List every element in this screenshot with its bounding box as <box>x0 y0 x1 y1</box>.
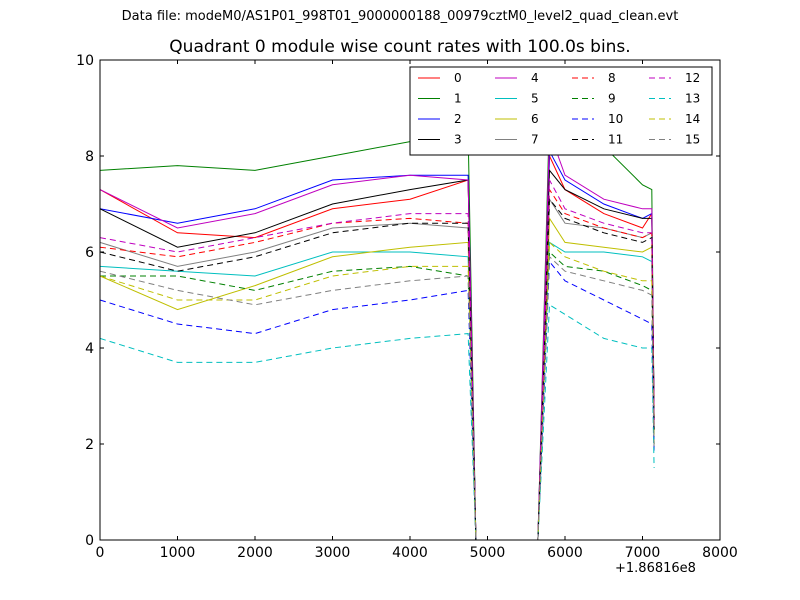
legend-label-1: 1 <box>454 92 462 106</box>
y-tick-label: 0 <box>85 533 94 549</box>
legend-label-10: 10 <box>608 112 623 126</box>
legend-label-15: 15 <box>685 133 700 147</box>
series-line-7 <box>99 197 655 541</box>
x-tick-label: 1000 <box>160 545 196 561</box>
series-line-5 <box>99 241 655 541</box>
series-line-8 <box>99 187 655 541</box>
legend-label-3: 3 <box>454 133 462 147</box>
legend-label-6: 6 <box>531 112 539 126</box>
legend-label-0: 0 <box>454 71 462 85</box>
chart-title: Quadrant 0 module wise count rates with … <box>169 37 631 57</box>
legend-label-7: 7 <box>531 133 539 147</box>
series-line-12 <box>99 178 655 541</box>
legend-label-8: 8 <box>608 71 616 85</box>
y-tick-label: 6 <box>85 245 94 261</box>
legend-label-11: 11 <box>608 133 623 147</box>
series-line-10 <box>99 260 655 541</box>
legend-frame <box>409 66 713 156</box>
x-tick-label: 2000 <box>237 545 273 561</box>
series-line-11 <box>99 197 655 541</box>
series-line-15 <box>99 255 655 541</box>
series-line-0 <box>99 155 655 541</box>
x-tick-label: 7000 <box>625 545 661 561</box>
x-tick-label: 6000 <box>547 545 583 561</box>
series-line-14 <box>99 241 655 541</box>
y-tick-label: 4 <box>85 341 94 357</box>
figure-suptitle: Data file: modeM0/AS1P01_998T01_90000001… <box>121 9 679 24</box>
y-tick-label: 10 <box>76 53 94 69</box>
legend-label-12: 12 <box>685 71 700 85</box>
x-tick-label: 5000 <box>470 545 506 561</box>
legend-label-4: 4 <box>531 71 539 85</box>
x-tick-label: 0 <box>96 545 105 561</box>
legend-label-9: 9 <box>608 92 616 106</box>
y-tick-label: 8 <box>85 149 94 165</box>
series-line-2 <box>99 149 655 541</box>
legend-label-14: 14 <box>685 112 700 126</box>
x-tick-label: 8000 <box>702 545 738 561</box>
x-axis-offset-label: +1.86816e8 <box>615 561 696 576</box>
series-lines-layer <box>99 111 655 541</box>
legend-label-13: 13 <box>685 92 700 106</box>
legend-label-5: 5 <box>531 92 539 106</box>
series-line-13 <box>99 303 655 541</box>
series-line-9 <box>100 250 655 541</box>
x-tick-label: 3000 <box>315 545 351 561</box>
x-tick-label: 4000 <box>392 545 428 561</box>
legend-label-2: 2 <box>454 112 462 126</box>
series-line-3 <box>99 169 655 541</box>
y-tick-label: 2 <box>85 437 94 453</box>
